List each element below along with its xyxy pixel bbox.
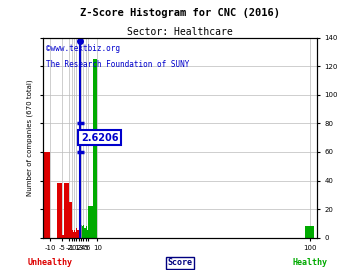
Bar	[87, 231, 88, 238]
Bar	[83, 225, 85, 238]
Bar	[64, 183, 69, 238]
Bar	[77, 231, 78, 238]
Bar	[88, 206, 93, 238]
Bar	[73, 232, 74, 238]
Text: Healthy: Healthy	[292, 258, 327, 267]
Bar	[69, 202, 72, 238]
Bar	[78, 222, 80, 238]
Bar	[85, 228, 86, 238]
Bar	[86, 226, 87, 238]
Bar	[74, 231, 75, 238]
Bar	[57, 183, 62, 238]
Text: The Research Foundation of SUNY: The Research Foundation of SUNY	[46, 60, 189, 69]
Bar	[43, 152, 50, 238]
Text: Score: Score	[167, 258, 193, 267]
Bar	[81, 225, 82, 238]
Bar	[82, 226, 83, 238]
Text: 2.6206: 2.6206	[81, 133, 118, 143]
Text: Z-Score Histogram for CNC (2016): Z-Score Histogram for CNC (2016)	[80, 8, 280, 18]
Bar	[305, 226, 314, 238]
Bar	[62, 235, 64, 238]
Bar	[76, 228, 77, 238]
Y-axis label: Number of companies (670 total): Number of companies (670 total)	[26, 79, 33, 196]
Bar	[93, 59, 98, 238]
Bar	[72, 231, 73, 238]
Bar	[75, 232, 76, 238]
Text: ©www.textbiz.org: ©www.textbiz.org	[46, 44, 120, 53]
Bar	[80, 219, 81, 238]
Text: Unhealthy: Unhealthy	[28, 258, 73, 267]
Text: Sector: Healthcare: Sector: Healthcare	[127, 27, 233, 37]
